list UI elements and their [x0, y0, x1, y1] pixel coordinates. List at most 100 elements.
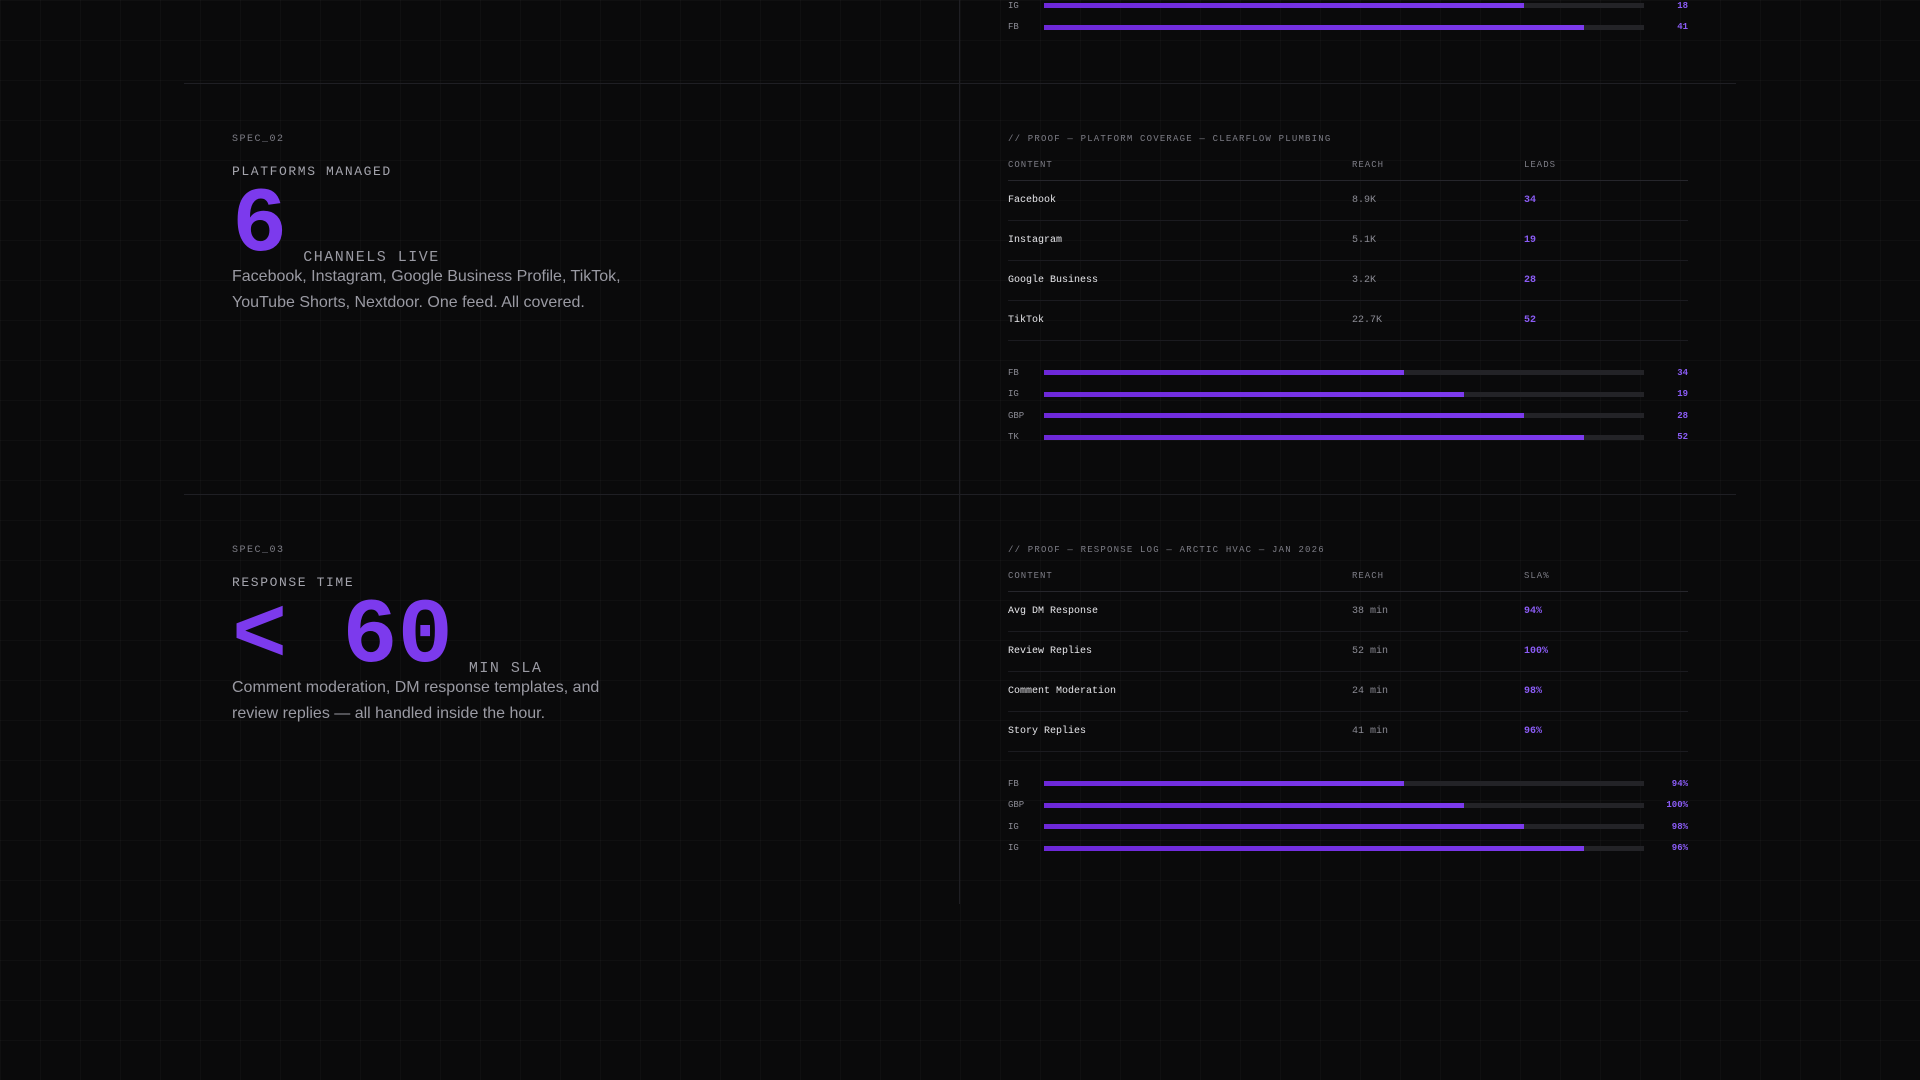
cell-metric: 94% [1524, 606, 1543, 617]
bar-row: IG 98% [1008, 816, 1688, 838]
bar-value: 19 [1677, 389, 1688, 400]
cell-reach: 38 min [1352, 606, 1389, 617]
bar-track [1044, 845, 1644, 851]
cell-reach: 24 min [1352, 686, 1389, 697]
spec-id: SPEC_03 [232, 545, 285, 556]
bar-track [1044, 391, 1644, 397]
section-divider [184, 494, 1736, 495]
table-header: CONTENT REACH SLA% [1008, 571, 1688, 592]
bar-fill [1044, 781, 1404, 787]
proof-table: CONTENT REACH SLA% Avg DM Response 38 mi… [1008, 571, 1688, 752]
section-spec-01-tail: IG 18 FB 41 [184, 0, 1736, 83]
bar-label: GBP [1008, 800, 1025, 811]
bar-value: 98% [1671, 821, 1688, 832]
cell-content: Avg DM Response [1008, 606, 1099, 617]
bar-label: IG [1008, 843, 1019, 854]
spec-id: SPEC_02 [232, 134, 285, 145]
bar-label: TK [1008, 432, 1019, 443]
bar-chart-02: FB 34 IG 19 GBP 28 TK 52 [1008, 362, 1688, 448]
bar-fill [1044, 413, 1524, 419]
proof-table: CONTENT REACH LEADS Facebook 8.9K 34 Ins… [1008, 160, 1688, 341]
section-divider [184, 83, 1736, 84]
big-stat-value: 6 [232, 173, 288, 278]
bar-track [1044, 413, 1644, 419]
bar-track [1044, 781, 1644, 787]
big-stat: < 60 MIN SLA [232, 591, 542, 683]
column-header: CONTENT [1008, 571, 1053, 581]
bar-label: GBP [1008, 410, 1025, 421]
bar-row: FB 94% [1008, 773, 1688, 795]
cell-reach: 52 min [1352, 646, 1389, 657]
bar-track [1044, 824, 1644, 830]
section-spec-03: SPEC_03 RESPONSE TIME < 60 MIN SLA Comme… [184, 495, 1736, 904]
cell-metric: 96% [1524, 726, 1543, 737]
bar-value: 41 [1677, 22, 1688, 33]
bar-fill [1044, 824, 1524, 830]
big-stat-value: < 60 [232, 584, 453, 689]
cell-metric: 98% [1524, 686, 1543, 697]
table-row: Story Replies 41 min 96% [1008, 712, 1688, 752]
cell-content: Facebook [1008, 195, 1057, 206]
bar-row: GBP 100% [1008, 795, 1688, 817]
bar-fill [1044, 845, 1584, 851]
bar-track [1044, 434, 1644, 440]
spec-title: PLATFORMS MANAGED [232, 164, 392, 179]
bar-value: 100% [1666, 800, 1688, 811]
bar-value: 28 [1677, 410, 1688, 421]
column-header: LEADS [1524, 160, 1557, 170]
big-stat-unit: CHANNELS LIVE [303, 249, 440, 266]
bar-fill [1044, 24, 1584, 30]
proof-title: // PROOF — RESPONSE LOG — ARCTIC HVAC — … [1008, 545, 1325, 555]
bar-label: FB [1008, 367, 1019, 378]
table-row: Instagram 5.1K 19 [1008, 221, 1688, 261]
bar-value: 94% [1671, 778, 1688, 789]
bar-row: FB 41 [1008, 17, 1688, 39]
cell-reach: 8.9K [1352, 195, 1377, 206]
bar-track [1044, 802, 1644, 808]
bar-value: 34 [1677, 367, 1688, 378]
cell-content: Instagram [1008, 235, 1063, 246]
bar-label: FB [1008, 22, 1019, 33]
bar-row: IG 96% [1008, 838, 1688, 860]
spec-title: RESPONSE TIME [232, 575, 355, 590]
column-header: REACH [1352, 571, 1385, 581]
bar-fill [1044, 802, 1464, 808]
cell-metric: 34 [1524, 195, 1537, 206]
cell-reach: 41 min [1352, 726, 1389, 737]
cell-content: Review Replies [1008, 646, 1093, 657]
bar-row: GBP 28 [1008, 405, 1688, 427]
column-header: REACH [1352, 160, 1385, 170]
big-stat: 6 CHANNELS LIVE [232, 180, 440, 272]
table-row: TikTok 22.7K 52 [1008, 301, 1688, 341]
bar-label: IG [1008, 389, 1019, 400]
table-row: Facebook 8.9K 34 [1008, 181, 1688, 221]
bar-row: TK 52 [1008, 427, 1688, 449]
bar-track [1044, 3, 1644, 9]
bar-chart-01: IG 18 FB 41 [1008, 0, 1688, 38]
column-divider [959, 0, 960, 904]
table-row: Avg DM Response 38 min 94% [1008, 592, 1688, 632]
cell-metric: 52 [1524, 315, 1537, 326]
cell-content: Comment Moderation [1008, 686, 1117, 697]
bar-fill [1044, 434, 1584, 440]
big-stat-unit: MIN SLA [468, 660, 543, 677]
table-row: Comment Moderation 24 min 98% [1008, 672, 1688, 712]
cell-content: Google Business [1008, 275, 1099, 286]
spec-description: Facebook, Instagram, Google Business Pro… [232, 268, 621, 311]
table-row: Review Replies 52 min 100% [1008, 632, 1688, 672]
bar-track [1044, 370, 1644, 376]
cell-reach: 3.2K [1352, 275, 1377, 286]
cell-metric: 100% [1524, 646, 1549, 657]
cell-reach: 22.7K [1352, 315, 1383, 326]
bar-fill [1044, 3, 1524, 9]
cell-reach: 5.1K [1352, 235, 1377, 246]
bar-row: IG 19 [1008, 384, 1688, 406]
spec-description: Comment moderation, DM response template… [232, 679, 600, 722]
bar-label: IG [1008, 0, 1019, 11]
bar-row: FB 34 [1008, 362, 1688, 384]
section-spec-02: SPEC_02 PLATFORMS MANAGED 6 CHANNELS LIV… [184, 84, 1736, 494]
bar-label: IG [1008, 821, 1019, 832]
bar-row: IG 18 [1008, 0, 1688, 17]
cell-metric: 19 [1524, 235, 1537, 246]
page-content: IG 18 FB 41 SPEC_02 PLATFORMS MANAGED 6 … [184, 0, 1736, 904]
